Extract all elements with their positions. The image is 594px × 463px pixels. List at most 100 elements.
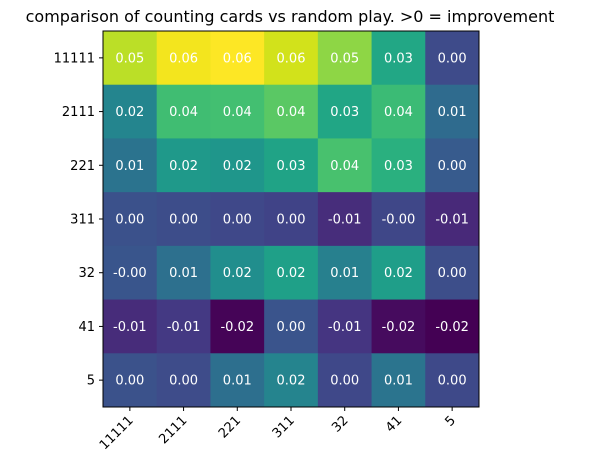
- cell-value-label: 0.00: [438, 51, 467, 66]
- x-tick-label: 5: [443, 413, 459, 429]
- cell-value-label: 0.02: [169, 159, 198, 174]
- y-tick-label: 11111: [54, 51, 95, 66]
- cell-value-label: 0.05: [115, 51, 144, 66]
- cell-value-label: -0.01: [328, 213, 362, 228]
- cell-value-label: 0.04: [223, 105, 252, 120]
- heatmap-cell: [371, 84, 426, 139]
- heatmap-cell: [371, 31, 426, 86]
- cell-value-label: 0.02: [384, 266, 413, 281]
- cell-value-label: 0.00: [115, 213, 144, 228]
- cell-value-label: 0.00: [438, 159, 467, 174]
- heatmap-cell: [156, 192, 211, 247]
- cell-value-label: -0.02: [382, 320, 416, 335]
- heatmap-cell: [264, 31, 319, 86]
- heatmap-cell: [103, 138, 158, 193]
- heatmap-cell: [317, 84, 373, 139]
- cell-value-label: 0.01: [115, 159, 144, 174]
- x-axis: 11111 2111 221 311 32 41 5: [97, 407, 459, 453]
- cell-value-label: -0.00: [113, 266, 147, 281]
- x-tick-label: 32: [329, 413, 351, 435]
- cell-value-label: 0.04: [277, 105, 306, 120]
- heatmap-cell: [156, 245, 211, 301]
- y-tick-label: 41: [78, 320, 95, 335]
- heatmap-cell: [317, 299, 373, 354]
- heatmap-cell: [103, 353, 158, 408]
- cell-value-label: -0.00: [382, 213, 416, 228]
- x-tick-label: 221: [216, 413, 244, 441]
- cell-value-label: 0.01: [330, 266, 359, 281]
- cell-value-label: 0.03: [384, 51, 413, 66]
- cell-value-label: -0.02: [435, 320, 469, 335]
- cell-value-label: -0.01: [167, 320, 201, 335]
- heatmap-cell: [156, 31, 211, 86]
- x-tick-label: 11111: [97, 413, 137, 453]
- heatmap-cell: [317, 138, 373, 193]
- heatmap-cell: [264, 353, 319, 408]
- heatmap-cell: [103, 84, 158, 139]
- heatmap-cell: [156, 84, 211, 139]
- heatmap-cell: [371, 138, 426, 193]
- heatmap-cell: [425, 245, 480, 301]
- heatmap-cell: [264, 138, 319, 193]
- cell-value-label: 0.00: [330, 374, 359, 389]
- heatmap-cell: [425, 84, 480, 139]
- heatmap-cell: [156, 353, 211, 408]
- chart-title: comparison of counting cards vs random p…: [26, 7, 555, 26]
- heatmap-cell: [371, 299, 426, 354]
- x-tick-label: 41: [383, 413, 405, 435]
- heatmap-cells: [103, 31, 480, 408]
- heatmap-cell: [264, 299, 319, 354]
- y-tick-label: 2111: [62, 105, 95, 120]
- cell-value-label: 0.02: [277, 374, 306, 389]
- heatmap-cell: [210, 138, 265, 193]
- cell-value-label: 0.00: [169, 374, 198, 389]
- heatmap-cell: [264, 84, 319, 139]
- heatmap-cell: [103, 245, 158, 301]
- heatmap-cell: [210, 299, 265, 354]
- heatmap-cell: [317, 31, 373, 86]
- heatmap-cell: [425, 31, 480, 86]
- heatmap-cell: [210, 84, 265, 139]
- cell-value-label: 0.01: [169, 266, 198, 281]
- cell-value-label: 0.00: [277, 213, 306, 228]
- heatmap-cell: [317, 245, 373, 301]
- heatmap-cell: [103, 31, 158, 86]
- y-tick-label: 221: [70, 159, 95, 174]
- cell-value-label: 0.01: [438, 105, 467, 120]
- cell-value-label: 0.06: [277, 51, 306, 66]
- cell-value-label: 0.01: [223, 374, 252, 389]
- y-tick-label: 5: [87, 374, 95, 389]
- heatmap-cell: [103, 299, 158, 354]
- heatmap-cell: [103, 192, 158, 247]
- heatmap-cell: [264, 192, 319, 247]
- heatmap-cell: [425, 192, 480, 247]
- cell-value-label: 0.02: [115, 105, 144, 120]
- cell-value-label: 0.00: [277, 320, 306, 335]
- cell-value-label: 0.02: [277, 266, 306, 281]
- y-axis: 11111 2111 221 311 32 41 5: [54, 51, 103, 389]
- heatmap-cell: [371, 192, 426, 247]
- cell-value-label: -0.01: [435, 213, 469, 228]
- cell-value-label: 0.00: [438, 374, 467, 389]
- heatmap-cell: [210, 192, 265, 247]
- heatmap-cell: [371, 353, 426, 408]
- heatmap-cell: [425, 353, 480, 408]
- cell-value-label: 0.06: [223, 51, 252, 66]
- cell-value-label: 0.03: [384, 159, 413, 174]
- heatmap-cell: [210, 31, 265, 86]
- cell-value-label: 0.04: [384, 105, 413, 120]
- heatmap-cell: [371, 245, 426, 301]
- cell-value-label: 0.01: [384, 374, 413, 389]
- cell-value-label: 0.02: [223, 159, 252, 174]
- x-tick-label: 2111: [156, 413, 190, 447]
- cell-value-label: 0.04: [330, 159, 359, 174]
- x-tick-label: 311: [270, 413, 298, 441]
- cell-value-label: -0.01: [328, 320, 362, 335]
- cell-value-label: 0.02: [223, 266, 252, 281]
- heatmap-cell: [425, 138, 480, 193]
- heatmap-cell: [210, 245, 265, 301]
- cell-value-label: -0.01: [113, 320, 147, 335]
- y-tick-label: 311: [70, 213, 95, 228]
- heatmap-cell: [317, 192, 373, 247]
